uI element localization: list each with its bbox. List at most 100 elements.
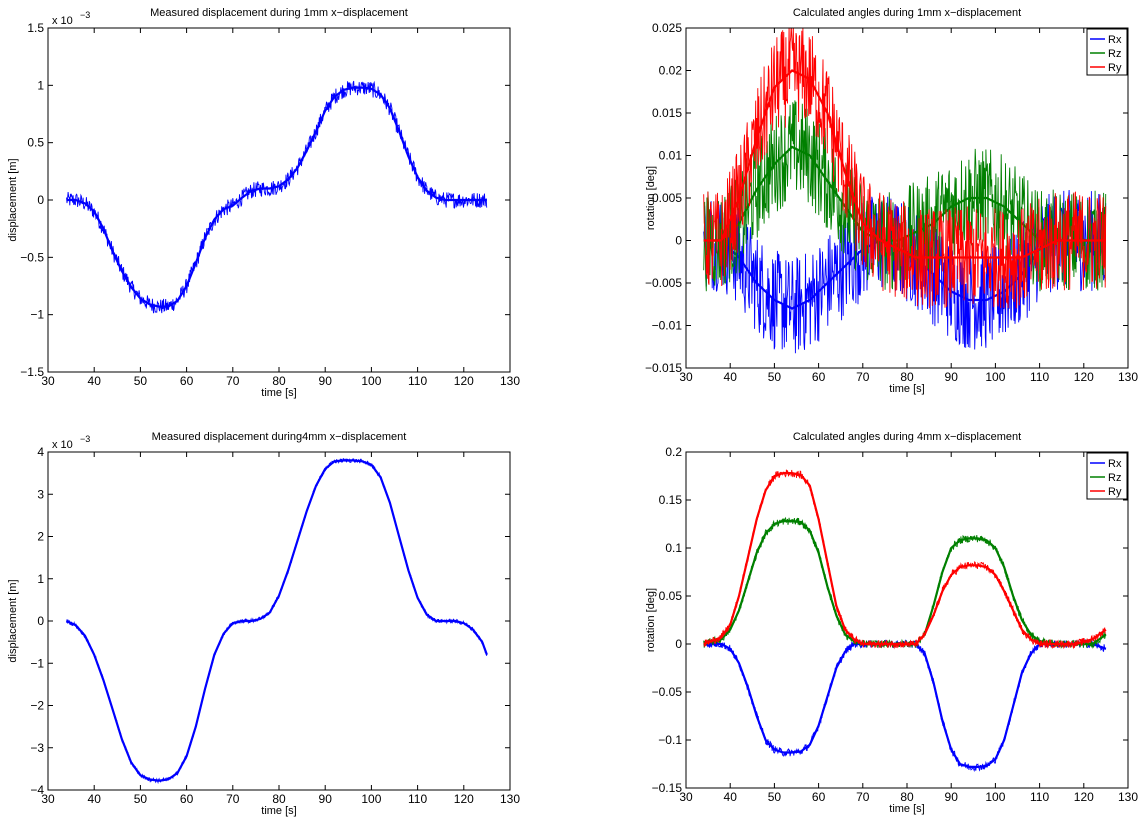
series-trend-rx xyxy=(703,642,1107,768)
series-group xyxy=(703,28,1107,354)
series-group xyxy=(66,457,488,785)
y-tick-label: 0 xyxy=(37,193,44,207)
y-tick-label: −4 xyxy=(30,783,44,797)
x-tick-label: 60 xyxy=(812,370,826,384)
x-tick-label: 50 xyxy=(768,370,782,384)
x-tick-label: 90 xyxy=(319,792,333,806)
y-tick-label: −0.5 xyxy=(20,250,44,264)
legend-label: Rz xyxy=(1108,48,1121,60)
x-tick-label: 30 xyxy=(41,792,55,806)
x-tick-label: 130 xyxy=(500,792,520,806)
x-axis-label: time [s] xyxy=(261,805,296,817)
y-tick-label: 0.01 xyxy=(659,149,683,163)
chart-2: 30 40 50 60 70 80 90 100 110 120 130 0.025 0.02 0.015… xyxy=(645,7,1138,395)
axis-exponent-power: −3 xyxy=(80,10,90,20)
x-axis-label: time [s] xyxy=(261,387,296,399)
x-tick-label: 90 xyxy=(945,370,959,384)
series-trend-s0 xyxy=(66,86,487,308)
y-tick-label: 2 xyxy=(37,530,44,544)
y-tick-label: −0.005 xyxy=(645,276,682,290)
x-tick-label: 60 xyxy=(180,792,194,806)
x-tick-label: 70 xyxy=(856,370,870,384)
y-tick-label: 3 xyxy=(37,487,44,501)
x-tick-label: 100 xyxy=(361,374,381,388)
x-tick-label: 110 xyxy=(1030,790,1049,804)
legend-label: Ry xyxy=(1108,486,1122,498)
x-axis-label: time [s] xyxy=(889,803,924,815)
chart-title: Measured displacement during 1mm x−displ… xyxy=(150,7,408,19)
series-group xyxy=(703,469,1107,773)
y-tick-label: 0.05 xyxy=(659,589,683,603)
y-tick-label: 0.02 xyxy=(659,64,683,78)
x-tick-label: 50 xyxy=(134,374,148,388)
x-tick-label: 60 xyxy=(812,790,826,804)
x-tick-label: 110 xyxy=(1030,370,1049,384)
y-tick-label: 1 xyxy=(37,78,44,92)
x-tick-label: 100 xyxy=(985,370,1005,384)
legend: Rx Rz Ry xyxy=(1086,28,1128,76)
series-trend-rz xyxy=(703,520,1107,646)
y-axis-label: displacement [m] xyxy=(7,158,19,241)
legend-label: Rz xyxy=(1108,472,1121,484)
y-tick-label: −1.5 xyxy=(20,365,44,379)
y-axis-label: rotation [deg] xyxy=(645,588,657,652)
x-tick-label: 80 xyxy=(900,790,914,804)
y-tick-label: −0.05 xyxy=(652,685,683,699)
x-tick-label: 120 xyxy=(1074,370,1094,384)
x-tick-label: 30 xyxy=(679,790,693,804)
chart-3: 30 40 50 60 70 80 90 100 110 120 130 4 3 2 1 0 −1 −2 −3 −4 M… xyxy=(7,431,520,817)
x-tick-label: 60 xyxy=(180,374,194,388)
x-tick-label: 40 xyxy=(724,370,738,384)
x-tick-label: 130 xyxy=(1118,790,1138,804)
y-tick-label: 0.2 xyxy=(665,445,682,459)
x-tick-label: 110 xyxy=(408,374,427,388)
chart-title: Calculated angles during 1mm x−displacem… xyxy=(793,7,1021,19)
x-tick-label: 40 xyxy=(88,792,102,806)
x-tick-label: 110 xyxy=(408,792,427,806)
x-tick-label: 80 xyxy=(900,370,914,384)
legend-label: Ry xyxy=(1108,62,1122,74)
y-tick-label: 0 xyxy=(37,614,44,628)
chart-title: Calculated angles during 4mm x−displacem… xyxy=(793,431,1021,443)
x-tick-label: 70 xyxy=(226,374,240,388)
x-axis-label: time [s] xyxy=(889,383,924,395)
x-tick-label: 80 xyxy=(272,374,286,388)
y-tick-label: 0.15 xyxy=(659,493,683,507)
series-line-s0 xyxy=(66,457,488,785)
y-tick-label: 0.025 xyxy=(652,21,682,35)
y-tick-label: 0 xyxy=(675,234,682,248)
x-tick-label: 70 xyxy=(856,790,870,804)
series-trend-ry xyxy=(703,472,1107,646)
series-trend-ry xyxy=(703,69,1106,259)
y-axis-label: displacement [m] xyxy=(7,579,19,662)
x-tick-label: 50 xyxy=(768,790,782,804)
x-tick-label: 50 xyxy=(134,792,148,806)
x-tick-label: 100 xyxy=(361,792,381,806)
x-tick-label: 30 xyxy=(41,374,55,388)
y-axis-label: rotation [deg] xyxy=(645,166,657,230)
x-tick-label: 40 xyxy=(724,790,738,804)
x-tick-label: 120 xyxy=(454,374,474,388)
axis-exponent: x 10 xyxy=(52,15,73,27)
y-tick-label: −0.15 xyxy=(652,781,683,795)
y-tick-label: −0.01 xyxy=(652,319,683,333)
y-tick-label: −1 xyxy=(30,656,44,670)
series-trend-s0 xyxy=(66,459,488,782)
x-tick-label: 80 xyxy=(272,792,286,806)
x-tick-label: 130 xyxy=(1118,370,1138,384)
y-tick-label: 0.015 xyxy=(652,106,682,120)
y-tick-label: −0.015 xyxy=(645,361,682,375)
x-tick-label: 30 xyxy=(679,370,693,384)
y-tick-label: 1.5 xyxy=(27,21,44,35)
x-tick-label: 70 xyxy=(226,792,240,806)
axis-exponent-power: −3 xyxy=(80,434,90,444)
legend: Rx Rz Ry xyxy=(1086,452,1128,500)
y-tick-label: −0.1 xyxy=(658,733,682,747)
legend-label: Rx xyxy=(1108,458,1122,470)
y-tick-label: 4 xyxy=(37,445,44,459)
chart-title: Measured displacement during4mm x−displa… xyxy=(152,431,407,443)
plot-frame xyxy=(685,451,1129,789)
y-tick-label: −1 xyxy=(30,308,44,322)
y-tick-label: 1 xyxy=(37,572,44,586)
